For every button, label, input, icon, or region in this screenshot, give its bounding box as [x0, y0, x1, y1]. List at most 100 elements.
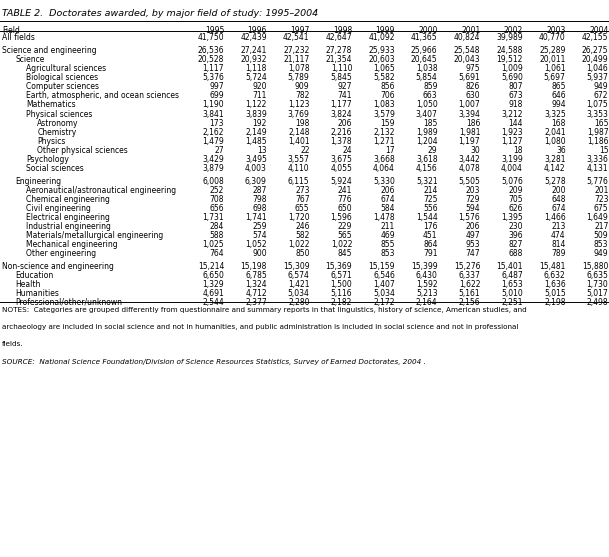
Text: 3,675: 3,675 [330, 155, 352, 164]
Text: 1,052: 1,052 [245, 240, 267, 249]
Text: 675: 675 [594, 204, 608, 213]
Text: 767: 767 [295, 194, 309, 204]
Text: 36: 36 [556, 145, 566, 155]
Text: 5,776: 5,776 [586, 177, 608, 185]
Text: Computer sciences: Computer sciences [26, 82, 99, 91]
Text: 594: 594 [466, 204, 481, 213]
Text: 1,022: 1,022 [331, 240, 352, 249]
Text: 3,353: 3,353 [586, 110, 608, 119]
Text: 15,198: 15,198 [241, 262, 267, 271]
Text: 252: 252 [209, 185, 224, 194]
Text: 230: 230 [509, 222, 523, 231]
Text: 2004: 2004 [589, 26, 608, 35]
Text: 3,879: 3,879 [202, 164, 224, 173]
Text: 814: 814 [551, 240, 566, 249]
Text: 3,839: 3,839 [245, 110, 267, 119]
Text: 20,932: 20,932 [241, 55, 267, 65]
Text: 646: 646 [551, 91, 566, 100]
Text: Other physical sciences: Other physical sciences [37, 145, 128, 155]
Text: Engineering: Engineering [15, 177, 62, 185]
Text: Humanities: Humanities [15, 289, 59, 298]
Text: 5,213: 5,213 [416, 289, 438, 298]
Text: 1997: 1997 [290, 26, 309, 35]
Text: 776: 776 [337, 194, 352, 204]
Text: 6,785: 6,785 [245, 271, 267, 280]
Text: 27: 27 [214, 145, 224, 155]
Text: Health: Health [15, 280, 41, 289]
Text: 826: 826 [466, 82, 481, 91]
Text: 3,429: 3,429 [202, 155, 224, 164]
Text: 798: 798 [252, 194, 267, 204]
Text: 5,789: 5,789 [288, 74, 309, 82]
Text: 4,004: 4,004 [501, 164, 523, 173]
Text: 5,330: 5,330 [373, 177, 395, 185]
Text: 5,076: 5,076 [501, 177, 523, 185]
Text: 2000: 2000 [418, 26, 438, 35]
Text: 6,008: 6,008 [202, 177, 224, 185]
Text: 4,156: 4,156 [416, 164, 438, 173]
Text: 705: 705 [509, 194, 523, 204]
Text: 4,110: 4,110 [288, 164, 309, 173]
Text: Agricultural sciences: Agricultural sciences [26, 65, 107, 74]
Text: 1,478: 1,478 [373, 213, 395, 222]
Text: 25,548: 25,548 [454, 46, 481, 55]
Text: 185: 185 [423, 119, 438, 128]
Text: Physics: Physics [37, 136, 66, 145]
Text: 13: 13 [257, 145, 267, 155]
Text: 5,937: 5,937 [586, 74, 608, 82]
Text: 1,987: 1,987 [586, 128, 608, 136]
Text: 6,115: 6,115 [288, 177, 309, 185]
Text: 565: 565 [337, 231, 352, 240]
Text: 859: 859 [423, 82, 438, 91]
Text: 3,199: 3,199 [501, 155, 523, 164]
Text: 1,500: 1,500 [331, 280, 352, 289]
Text: 176: 176 [423, 222, 438, 231]
Text: 4,691: 4,691 [202, 289, 224, 298]
Text: 5,034: 5,034 [373, 289, 395, 298]
Text: 2,172: 2,172 [373, 298, 395, 307]
Text: 15,159: 15,159 [368, 262, 395, 271]
Text: Professional/other/unknown: Professional/other/unknown [15, 298, 122, 307]
Text: 5,724: 5,724 [245, 74, 267, 82]
Text: 650: 650 [337, 204, 352, 213]
Text: 25,966: 25,966 [411, 46, 438, 55]
Text: 15,399: 15,399 [411, 262, 438, 271]
Text: 24,588: 24,588 [496, 46, 523, 55]
Text: TABLE 2.  Doctorates awarded, by major field of study: 1995–2004: TABLE 2. Doctorates awarded, by major fi… [2, 9, 318, 18]
Text: 27,278: 27,278 [326, 46, 352, 55]
Text: 5,010: 5,010 [501, 289, 523, 298]
Text: 6,337: 6,337 [459, 271, 481, 280]
Text: 1,118: 1,118 [245, 65, 267, 74]
Text: 18: 18 [513, 145, 523, 155]
Text: 655: 655 [295, 204, 309, 213]
Text: fields.: fields. [2, 341, 24, 347]
Text: 173: 173 [209, 119, 224, 128]
Text: archaeology are included in social science and not in humanities, and public adm: archaeology are included in social scien… [2, 324, 518, 330]
Text: Science: Science [15, 55, 44, 65]
Text: 5,116: 5,116 [331, 289, 352, 298]
Text: 688: 688 [509, 249, 523, 258]
Text: 6,571: 6,571 [331, 271, 352, 280]
Text: 3,394: 3,394 [459, 110, 481, 119]
Text: 6,650: 6,650 [202, 271, 224, 280]
Text: Earth, atmospheric, and ocean sciences: Earth, atmospheric, and ocean sciences [26, 91, 179, 100]
Text: 474: 474 [551, 231, 566, 240]
Text: 4,064: 4,064 [373, 164, 395, 173]
Text: 1,009: 1,009 [501, 65, 523, 74]
Text: All fields: All fields [2, 33, 35, 42]
Text: 791: 791 [423, 249, 438, 258]
Text: 789: 789 [551, 249, 566, 258]
Text: 853: 853 [594, 240, 608, 249]
Text: 168: 168 [551, 119, 566, 128]
Text: 3,325: 3,325 [544, 110, 566, 119]
Text: Chemical engineering: Chemical engineering [26, 194, 110, 204]
Text: 764: 764 [209, 249, 224, 258]
Text: 2002: 2002 [504, 26, 523, 35]
Text: 27,232: 27,232 [283, 46, 309, 55]
Text: SOURCE:  National Science Foundation/Division of Science Resources Statistics, S: SOURCE: National Science Foundation/Divi… [2, 359, 426, 365]
Text: 845: 845 [338, 249, 352, 258]
Text: 1,075: 1,075 [586, 100, 608, 110]
Text: Electrical engineering: Electrical engineering [26, 213, 110, 222]
Text: 920: 920 [252, 82, 267, 91]
Text: 287: 287 [253, 185, 267, 194]
